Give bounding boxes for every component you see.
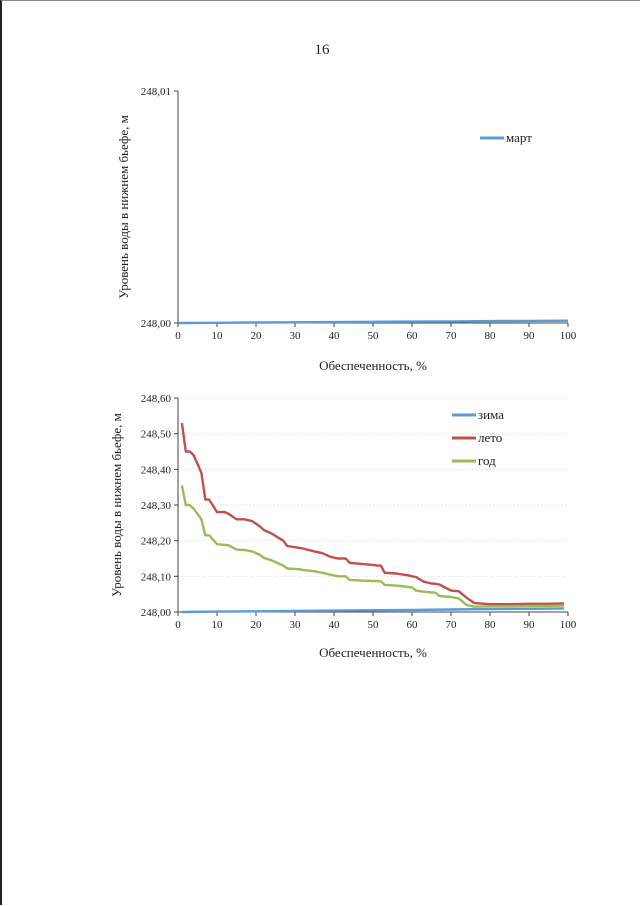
- chart-2-series-3-line: [180, 485, 565, 608]
- chart-2-y-tick-label: 248,60: [141, 393, 172, 405]
- chart-2-x-tick-label: 20: [251, 619, 263, 631]
- chart-2-y-tick-label: 248,10: [141, 571, 172, 583]
- chart-1-legend-label-1: март: [506, 130, 532, 145]
- chart-2-x-tick-label: 40: [329, 619, 341, 631]
- chart-2-y-tick-label: 248,20: [141, 536, 172, 548]
- chart-2-x-tick-label: 30: [290, 619, 302, 631]
- chart-1-x-tick-label: 20: [251, 330, 263, 342]
- chart-2-y-tick-label: 248,30: [141, 500, 172, 512]
- chart-1-x-tick-label: 10: [212, 330, 224, 342]
- chart-2-x-tick-label: 10: [212, 619, 224, 631]
- chart-2-legend-label-2: лето: [478, 430, 502, 445]
- chart-2-x-tick-label: 60: [407, 619, 419, 631]
- chart-1-x-tick-label: 90: [524, 330, 536, 342]
- chart-2-y-tick-label: 248,40: [141, 464, 172, 476]
- chart-1-x-tick-label: 0: [175, 330, 181, 342]
- chart-1-y-tick-label: 248,00: [141, 318, 172, 330]
- chart-2-x-tick-label: 100: [560, 619, 577, 631]
- chart-1-x-tick-label: 40: [329, 330, 341, 342]
- chart-1-series-1-line: [177, 319, 569, 325]
- chart-1-x-axis-title: Обеспеченность, %: [319, 358, 427, 373]
- chart-2-y-tick-label: 248,50: [141, 429, 172, 441]
- chart-1-y-axis-title: Уровень воды в нижнем бьефе, м: [116, 115, 131, 299]
- chart-2-series-2-line: [180, 422, 565, 606]
- chart-2-x-tick-label: 80: [485, 619, 497, 631]
- chart-2-y-tick-label: 248,00: [141, 607, 172, 619]
- chart-2-series-1-line: [181, 607, 565, 614]
- chart-2-legend-label-3: год: [478, 453, 496, 468]
- chart-1-y-tick-label: 248,01: [141, 86, 171, 98]
- chart-1-x-tick-label: 80: [485, 330, 497, 342]
- chart-2-x-axis-title: Обеспеченность, %: [319, 645, 427, 660]
- chart-1-x-tick-label: 100: [560, 330, 577, 342]
- chart-2-y-axis-title: Уровень воды в нижнем бьефе, м: [109, 413, 124, 597]
- chart-1-x-tick-label: 30: [290, 330, 302, 342]
- chart-1-x-tick-label: 60: [407, 330, 419, 342]
- chart-2-legend-label-1: зима: [478, 407, 504, 422]
- chart-2-x-tick-label: 70: [446, 619, 458, 631]
- chart-2-x-tick-label: 50: [368, 619, 380, 631]
- chart-1-x-tick-label: 50: [368, 330, 380, 342]
- chart-2-x-tick-label: 90: [524, 619, 536, 631]
- chart-1-x-tick-label: 70: [446, 330, 458, 342]
- chart-2-x-tick-label: 0: [175, 619, 181, 631]
- page-number: 16: [314, 42, 330, 58]
